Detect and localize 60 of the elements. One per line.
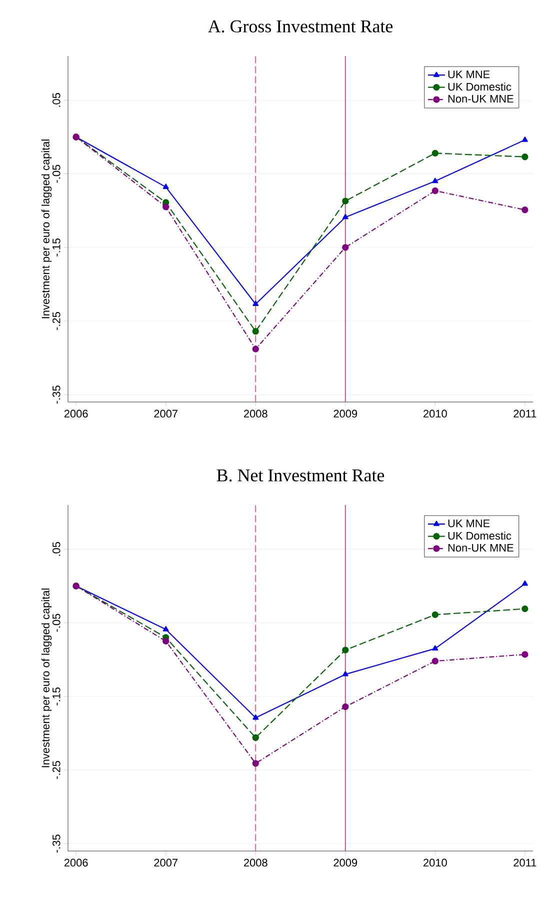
y-tick-label: .05 <box>52 93 60 107</box>
x-tick-label: 2009 <box>334 410 358 418</box>
point <box>162 184 169 189</box>
point <box>342 198 349 204</box>
x-tick-label: 2007 <box>154 410 178 418</box>
y-tick-label: -.15 <box>52 687 60 706</box>
point <box>432 645 438 651</box>
legend-label: UK Domestic <box>448 82 512 91</box>
point <box>432 150 438 157</box>
legend-label: UK MNE <box>448 70 490 78</box>
y-tick-label: -.25 <box>52 312 60 330</box>
y-tick-label: -.25 <box>52 761 60 779</box>
point <box>162 204 170 210</box>
point <box>432 187 438 194</box>
point <box>342 670 348 676</box>
point <box>342 646 349 654</box>
point <box>252 760 259 767</box>
y-tick-label: -.35 <box>52 834 60 853</box>
point <box>342 244 349 251</box>
point <box>252 734 259 741</box>
y-tick-label: -.35 <box>52 386 60 404</box>
x-tick-label: 2007 <box>154 858 178 867</box>
point <box>252 346 259 352</box>
point <box>522 154 528 160</box>
legend-label: Non-UK MNE <box>448 95 514 103</box>
point <box>522 580 528 586</box>
point <box>162 638 170 645</box>
chart-title: A. Gross Investment Rate <box>208 20 393 33</box>
x-tick-label: 2011 <box>514 858 536 867</box>
point <box>522 651 528 658</box>
point <box>522 136 528 142</box>
y-tick-label: .05 <box>52 542 60 556</box>
x-tick-label: 2008 <box>244 410 268 418</box>
point <box>432 178 438 184</box>
x-tick-label: 2006 <box>64 410 88 418</box>
x-tick-label: 2006 <box>64 858 88 867</box>
x-tick-label: 2009 <box>334 858 358 867</box>
point <box>162 626 169 632</box>
y-axis-title: Investment per euro of lagged capital <box>41 140 52 318</box>
point <box>342 703 349 710</box>
point <box>252 328 259 335</box>
point <box>342 214 348 220</box>
y-axis-title: Investment per euro of lagged capital <box>41 588 52 768</box>
y-tick-label: -.15 <box>52 238 60 256</box>
legend-label: UK MNE <box>448 520 490 528</box>
x-tick-label: 2008 <box>244 858 268 867</box>
x-tick-label: 2010 <box>424 410 447 418</box>
point <box>522 605 528 612</box>
point <box>252 714 259 720</box>
chart-title: B. Net Investment Rate <box>216 470 384 482</box>
x-tick-label: 2010 <box>424 858 447 867</box>
point <box>432 611 438 618</box>
y-tick-label: -.05 <box>52 164 60 183</box>
point <box>432 658 438 664</box>
point <box>252 300 259 306</box>
point <box>522 206 528 214</box>
legend-label: UK Domestic <box>448 532 512 540</box>
y-tick-label: -.05 <box>52 614 60 632</box>
legend-label: Non-UK MNE <box>448 544 514 552</box>
x-tick-label: 2011 <box>514 410 536 418</box>
